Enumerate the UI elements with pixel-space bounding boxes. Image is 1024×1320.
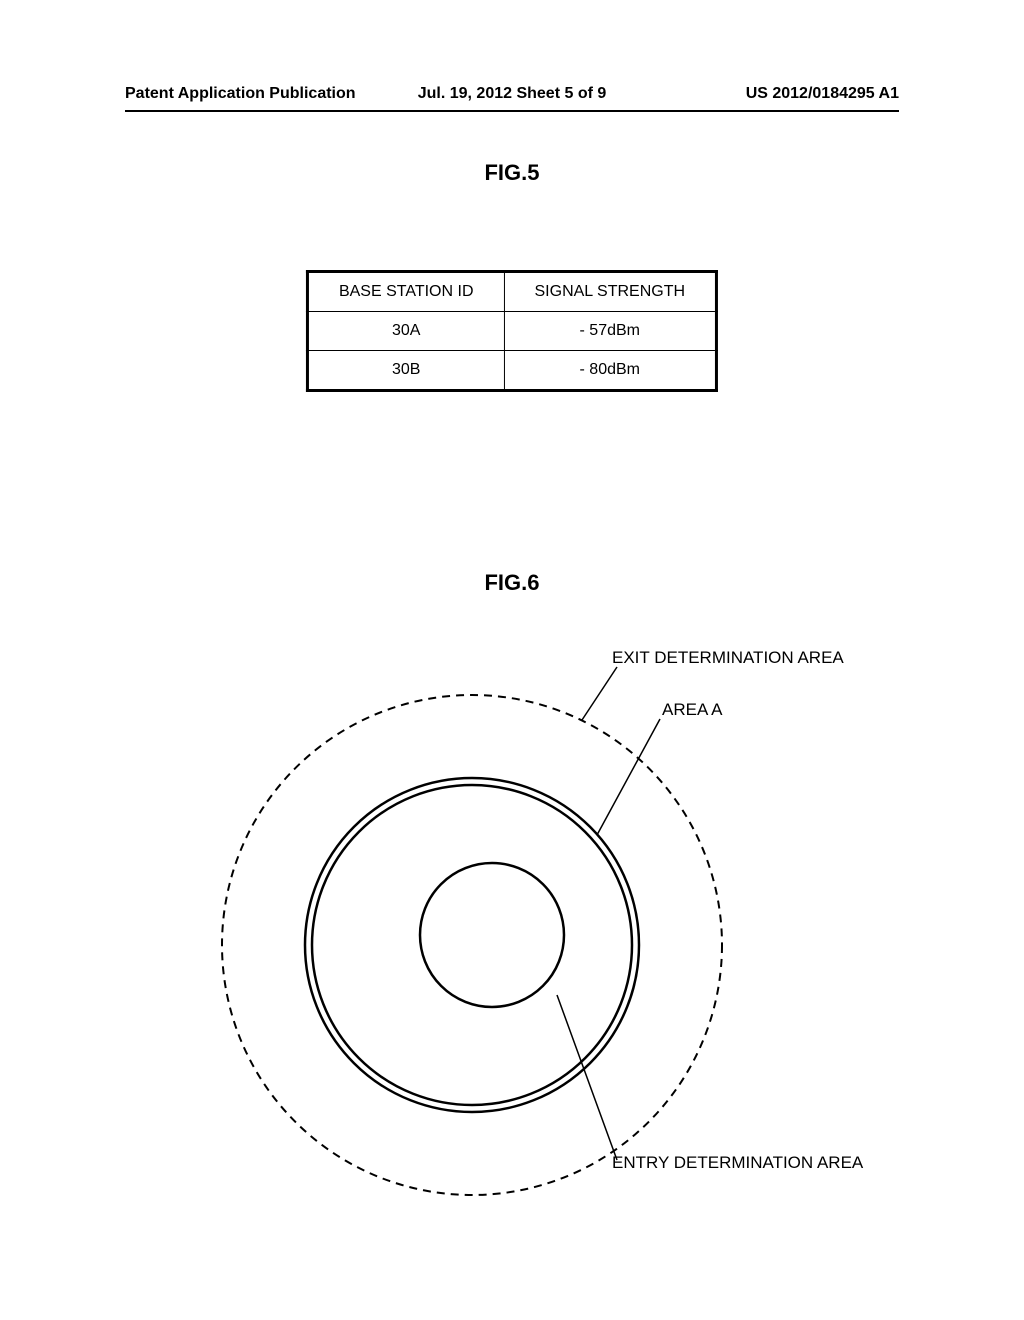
area-a-leader-line: [597, 719, 660, 835]
fig6-diagram: EXIT DETERMINATION AREA AREA A ENTRY DET…: [162, 645, 862, 1205]
table-cell: - 80dBm: [504, 351, 717, 391]
table-cell: - 57dBm: [504, 312, 717, 351]
table-row: 30A - 57dBm: [307, 312, 716, 351]
header-right: US 2012/0184295 A1: [641, 85, 899, 103]
entry-leader-line: [557, 995, 617, 1160]
header-left: Patent Application Publication: [125, 85, 383, 103]
fig6-title: FIG.6: [0, 570, 1024, 596]
table-row: 30B - 80dBm: [307, 351, 716, 391]
fig5-table: BASE STATION ID SIGNAL STRENGTH 30A - 57…: [306, 270, 718, 392]
area-a-outer-circle: [305, 778, 639, 1112]
table-header-cell: SIGNAL STRENGTH: [504, 272, 717, 312]
entry-determination-circle: [420, 863, 564, 1007]
table-header-cell: BASE STATION ID: [307, 272, 504, 312]
table-header-row: BASE STATION ID SIGNAL STRENGTH: [307, 272, 716, 312]
header-center: Jul. 19, 2012 Sheet 5 of 9: [383, 85, 641, 103]
fig5-title: FIG.5: [0, 160, 1024, 186]
header-divider: [125, 110, 899, 112]
exit-determination-circle: [222, 695, 722, 1195]
entry-label: ENTRY DETERMINATION AREA: [612, 1153, 863, 1173]
area-a-label: AREA A: [662, 700, 722, 720]
table-cell: 30A: [307, 312, 504, 351]
table-cell: 30B: [307, 351, 504, 391]
exit-label: EXIT DETERMINATION AREA: [612, 648, 844, 668]
area-a-inner-circle: [312, 785, 632, 1105]
exit-leader-line: [582, 667, 617, 720]
